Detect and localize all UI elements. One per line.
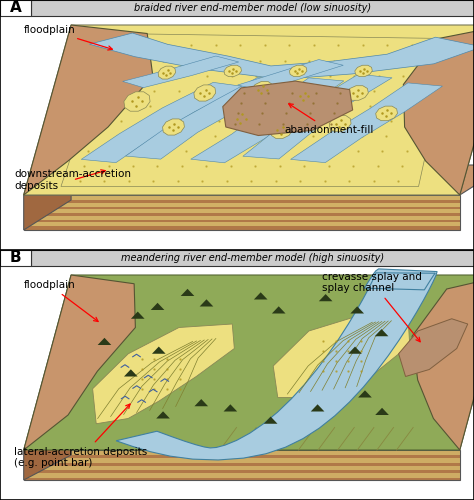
Text: B: B bbox=[10, 250, 21, 266]
Polygon shape bbox=[24, 25, 474, 195]
Polygon shape bbox=[224, 404, 237, 411]
Polygon shape bbox=[24, 222, 460, 226]
Polygon shape bbox=[290, 65, 307, 76]
Polygon shape bbox=[224, 65, 241, 76]
Polygon shape bbox=[194, 85, 216, 101]
Polygon shape bbox=[200, 300, 213, 306]
Polygon shape bbox=[24, 450, 460, 455]
Text: floodplain: floodplain bbox=[24, 25, 112, 50]
Polygon shape bbox=[24, 275, 136, 450]
Polygon shape bbox=[194, 399, 208, 406]
Bar bbox=[31, 0, 474, 16]
Polygon shape bbox=[98, 338, 111, 345]
Polygon shape bbox=[24, 458, 460, 462]
Text: braided river end-member model (low sinuosity): braided river end-member model (low sinu… bbox=[134, 3, 371, 13]
Polygon shape bbox=[272, 306, 285, 314]
Polygon shape bbox=[291, 83, 443, 162]
Polygon shape bbox=[151, 303, 164, 310]
Polygon shape bbox=[311, 404, 324, 411]
Text: lateral-accretion deposits
(e.g. point bar): lateral-accretion deposits (e.g. point b… bbox=[14, 404, 147, 468]
Polygon shape bbox=[24, 195, 460, 230]
Polygon shape bbox=[329, 116, 351, 132]
Polygon shape bbox=[90, 33, 474, 80]
Polygon shape bbox=[92, 324, 234, 424]
Text: abandonment-fill: abandonment-fill bbox=[284, 104, 374, 135]
Polygon shape bbox=[131, 312, 145, 319]
Polygon shape bbox=[350, 306, 364, 314]
Text: floodplain: floodplain bbox=[24, 280, 98, 322]
Polygon shape bbox=[223, 81, 353, 136]
Polygon shape bbox=[24, 450, 460, 480]
Polygon shape bbox=[403, 25, 474, 195]
Polygon shape bbox=[412, 275, 474, 450]
Polygon shape bbox=[124, 92, 150, 111]
Polygon shape bbox=[237, 60, 343, 91]
Polygon shape bbox=[24, 209, 460, 213]
Bar bbox=[31, 250, 474, 266]
Polygon shape bbox=[358, 390, 372, 398]
Polygon shape bbox=[348, 346, 362, 354]
Polygon shape bbox=[230, 109, 252, 128]
Polygon shape bbox=[61, 34, 451, 186]
Polygon shape bbox=[375, 329, 388, 336]
Polygon shape bbox=[24, 25, 153, 195]
Polygon shape bbox=[399, 319, 468, 376]
Polygon shape bbox=[355, 65, 372, 76]
Polygon shape bbox=[24, 466, 460, 470]
Polygon shape bbox=[24, 216, 460, 220]
Polygon shape bbox=[293, 88, 315, 104]
Polygon shape bbox=[273, 314, 410, 398]
Bar bbox=[0, 250, 31, 266]
Polygon shape bbox=[156, 412, 170, 418]
Polygon shape bbox=[181, 289, 194, 296]
Polygon shape bbox=[24, 165, 474, 195]
Polygon shape bbox=[24, 196, 460, 200]
Text: A: A bbox=[10, 0, 21, 16]
Polygon shape bbox=[375, 408, 389, 415]
Polygon shape bbox=[158, 66, 175, 79]
Polygon shape bbox=[346, 86, 368, 100]
Polygon shape bbox=[24, 165, 71, 230]
Polygon shape bbox=[376, 106, 398, 120]
Text: crevasse splay and
splay channel: crevasse splay and splay channel bbox=[322, 272, 422, 342]
Polygon shape bbox=[163, 119, 184, 135]
Polygon shape bbox=[116, 269, 437, 460]
Polygon shape bbox=[24, 425, 71, 480]
Polygon shape bbox=[243, 74, 392, 159]
Polygon shape bbox=[319, 294, 332, 301]
Polygon shape bbox=[252, 82, 273, 98]
Polygon shape bbox=[271, 122, 292, 138]
Polygon shape bbox=[24, 473, 460, 478]
Text: meandering river end-member model (high sinuosity): meandering river end-member model (high … bbox=[121, 253, 384, 263]
Polygon shape bbox=[123, 56, 239, 88]
Polygon shape bbox=[24, 202, 460, 206]
Polygon shape bbox=[152, 346, 165, 354]
Polygon shape bbox=[126, 78, 290, 159]
Polygon shape bbox=[264, 416, 277, 424]
Polygon shape bbox=[254, 292, 267, 300]
Text: downstream-accretion
deposits: downstream-accretion deposits bbox=[14, 169, 131, 191]
Polygon shape bbox=[124, 370, 137, 376]
Polygon shape bbox=[24, 275, 474, 450]
Polygon shape bbox=[191, 78, 344, 163]
Bar bbox=[0, 0, 31, 16]
Polygon shape bbox=[81, 82, 245, 162]
